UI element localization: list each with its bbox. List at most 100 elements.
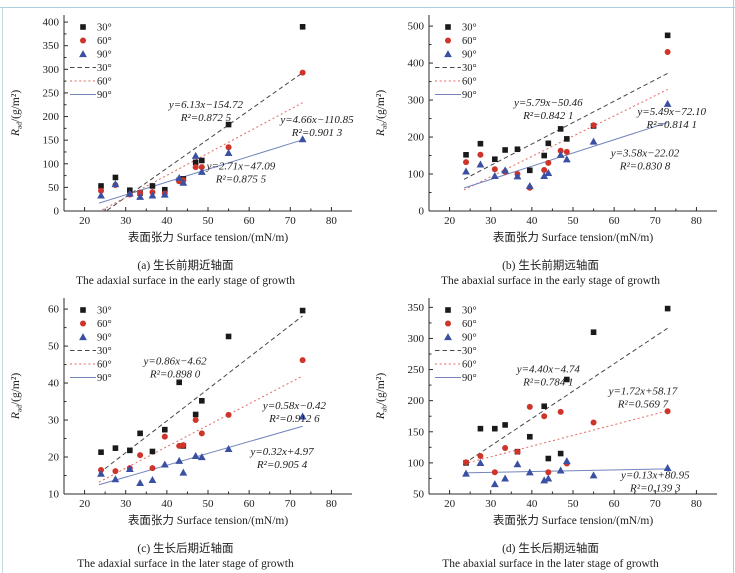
- svg-text:90°: 90°: [97, 373, 112, 384]
- svg-text:250: 250: [407, 364, 424, 376]
- svg-text:100: 100: [42, 158, 59, 170]
- svg-text:100: 100: [407, 169, 424, 181]
- svg-text:50: 50: [567, 498, 579, 510]
- svg-text:60: 60: [243, 215, 255, 227]
- scatter-chart-abaxial-early: 20 30 40 50 60 70 80 0 100 200 300 400 500 30° 60° 90° 3…: [375, 15, 717, 244]
- svg-text:150: 150: [407, 426, 424, 438]
- svg-text:200: 200: [407, 132, 424, 144]
- chart-panel-a: 20 30 40 50 60 70 80 0 50 100 150 200 250 300 350 400 30…: [3, 9, 368, 292]
- scatter-chart-abaxial-later: 20 30 40 50 60 70 80 50 100 150 200 250 300 350 30° 60°…: [375, 298, 717, 527]
- svg-text:300: 300: [42, 64, 59, 76]
- svg-text:30°: 30°: [462, 306, 477, 317]
- svg-text:表面张力 Surface tension/(mN/m): 表面张力 Surface tension/(mN/m): [492, 230, 653, 244]
- caption-b-en: The abaxial surface in the early stage o…: [440, 275, 661, 287]
- svg-text:30°: 30°: [97, 346, 112, 357]
- svg-text:70: 70: [284, 498, 296, 510]
- svg-text:50: 50: [202, 215, 214, 227]
- svg-text:350: 350: [42, 40, 59, 52]
- svg-text:80: 80: [690, 498, 702, 510]
- svg-text:30: 30: [48, 415, 60, 427]
- svg-text:80: 80: [690, 215, 702, 227]
- scatter-chart-adaxial-early: 20 30 40 50 60 70 80 0 50 100 150 200 250 300 350 400 30…: [10, 15, 354, 244]
- caption-a: (a) 生长前期近轴面 The adaxial surface in the e…: [3, 259, 368, 289]
- svg-text:150: 150: [42, 135, 59, 147]
- caption-d-en: The abaxial surface in the later stage o…: [442, 558, 659, 570]
- svg-text:30°: 30°: [97, 306, 112, 317]
- page-left-border: [2, 7, 3, 573]
- svg-text:50: 50: [202, 498, 214, 510]
- svg-text:60°: 60°: [97, 360, 112, 371]
- svg-text:30°: 30°: [97, 63, 112, 74]
- svg-text:500: 500: [407, 21, 424, 33]
- svg-text:20: 20: [444, 498, 456, 510]
- svg-text:60°: 60°: [97, 36, 112, 47]
- caption-b: (b) 生长前期远轴面 The abaxial surface in the e…: [368, 259, 733, 289]
- svg-text:400: 400: [407, 58, 424, 70]
- caption-c: (c) 生长后期近轴面 The adaxial surface in the l…: [3, 542, 368, 572]
- svg-text:60°: 60°: [462, 36, 477, 47]
- svg-text:90°: 90°: [462, 50, 477, 61]
- caption-c-zh: (c) 生长后期近轴面: [137, 543, 234, 555]
- page-top-border: [0, 7, 735, 8]
- svg-text:60°: 60°: [97, 319, 112, 330]
- caption-c-en: The adaxial surface in the later stage o…: [77, 558, 294, 570]
- svg-text:Rad/(g/m²): Rad/(g/m²): [10, 90, 24, 137]
- svg-text:70: 70: [649, 498, 661, 510]
- svg-text:60: 60: [608, 215, 620, 227]
- svg-text:40: 40: [526, 215, 538, 227]
- svg-text:70: 70: [284, 215, 296, 227]
- svg-text:60°: 60°: [97, 77, 112, 88]
- chart-panel-c: 20 30 40 50 60 70 80 10 20 30 40 50 60 30° 60° 90° 30° 60…: [3, 292, 368, 573]
- svg-text:60: 60: [608, 498, 620, 510]
- svg-text:50: 50: [413, 489, 425, 501]
- svg-text:30°: 30°: [97, 23, 112, 34]
- svg-text:300: 300: [407, 333, 424, 345]
- svg-text:350: 350: [407, 302, 424, 314]
- svg-text:20: 20: [48, 452, 60, 464]
- svg-text:20: 20: [79, 498, 91, 510]
- svg-text:50: 50: [48, 341, 60, 353]
- svg-text:90°: 90°: [462, 90, 477, 101]
- svg-text:60°: 60°: [462, 77, 477, 88]
- svg-text:90°: 90°: [462, 333, 477, 344]
- svg-text:70: 70: [649, 215, 661, 227]
- caption-a-en: The adaxial surface in the early stage o…: [75, 275, 296, 287]
- page-right-border: [733, 0, 734, 573]
- svg-text:80: 80: [325, 215, 337, 227]
- svg-text:300: 300: [407, 95, 424, 107]
- svg-text:30: 30: [485, 215, 497, 227]
- svg-text:表面张力 Surface tension/(mN/m): 表面张力 Surface tension/(mN/m): [127, 513, 288, 527]
- svg-text:60°: 60°: [462, 319, 477, 330]
- svg-text:50: 50: [567, 215, 579, 227]
- svg-text:20: 20: [444, 215, 456, 227]
- svg-text:60: 60: [48, 304, 60, 316]
- scatter-chart-adaxial-later: 20 30 40 50 60 70 80 10 20 30 40 50 60 30° 60° 90° 30° 60…: [10, 298, 352, 527]
- caption-d-zh: (d) 生长后期远轴面: [502, 543, 599, 555]
- svg-text:60°: 60°: [462, 360, 477, 371]
- chart-panel-b: 20 30 40 50 60 70 80 0 100 200 300 400 500 30° 60° 90° 3…: [368, 9, 733, 292]
- svg-text:30°: 30°: [462, 23, 477, 34]
- svg-text:60: 60: [243, 498, 255, 510]
- svg-text:Rab/(g/m²): Rab/(g/m²): [375, 373, 389, 420]
- caption-b-zh: (b) 生长前期远轴面: [502, 260, 599, 272]
- chart-panel-d: 20 30 40 50 60 70 80 50 100 150 200 250 300 350 30° 60°…: [368, 292, 733, 573]
- figure-grid: 20 30 40 50 60 70 80 0 50 100 150 200 250 300 350 400 30…: [3, 9, 733, 573]
- svg-text:30: 30: [485, 498, 497, 510]
- svg-text:30°: 30°: [462, 346, 477, 357]
- svg-text:90°: 90°: [97, 333, 112, 344]
- svg-text:Rab/(g/m²): Rab/(g/m²): [375, 90, 389, 137]
- svg-text:100: 100: [407, 457, 424, 469]
- svg-text:Rad/(g/m²): Rad/(g/m²): [10, 373, 24, 420]
- svg-text:表面张力 Surface tension/(mN/m): 表面张力 Surface tension/(mN/m): [492, 513, 653, 527]
- svg-text:40: 40: [48, 378, 60, 390]
- svg-text:30°: 30°: [462, 63, 477, 74]
